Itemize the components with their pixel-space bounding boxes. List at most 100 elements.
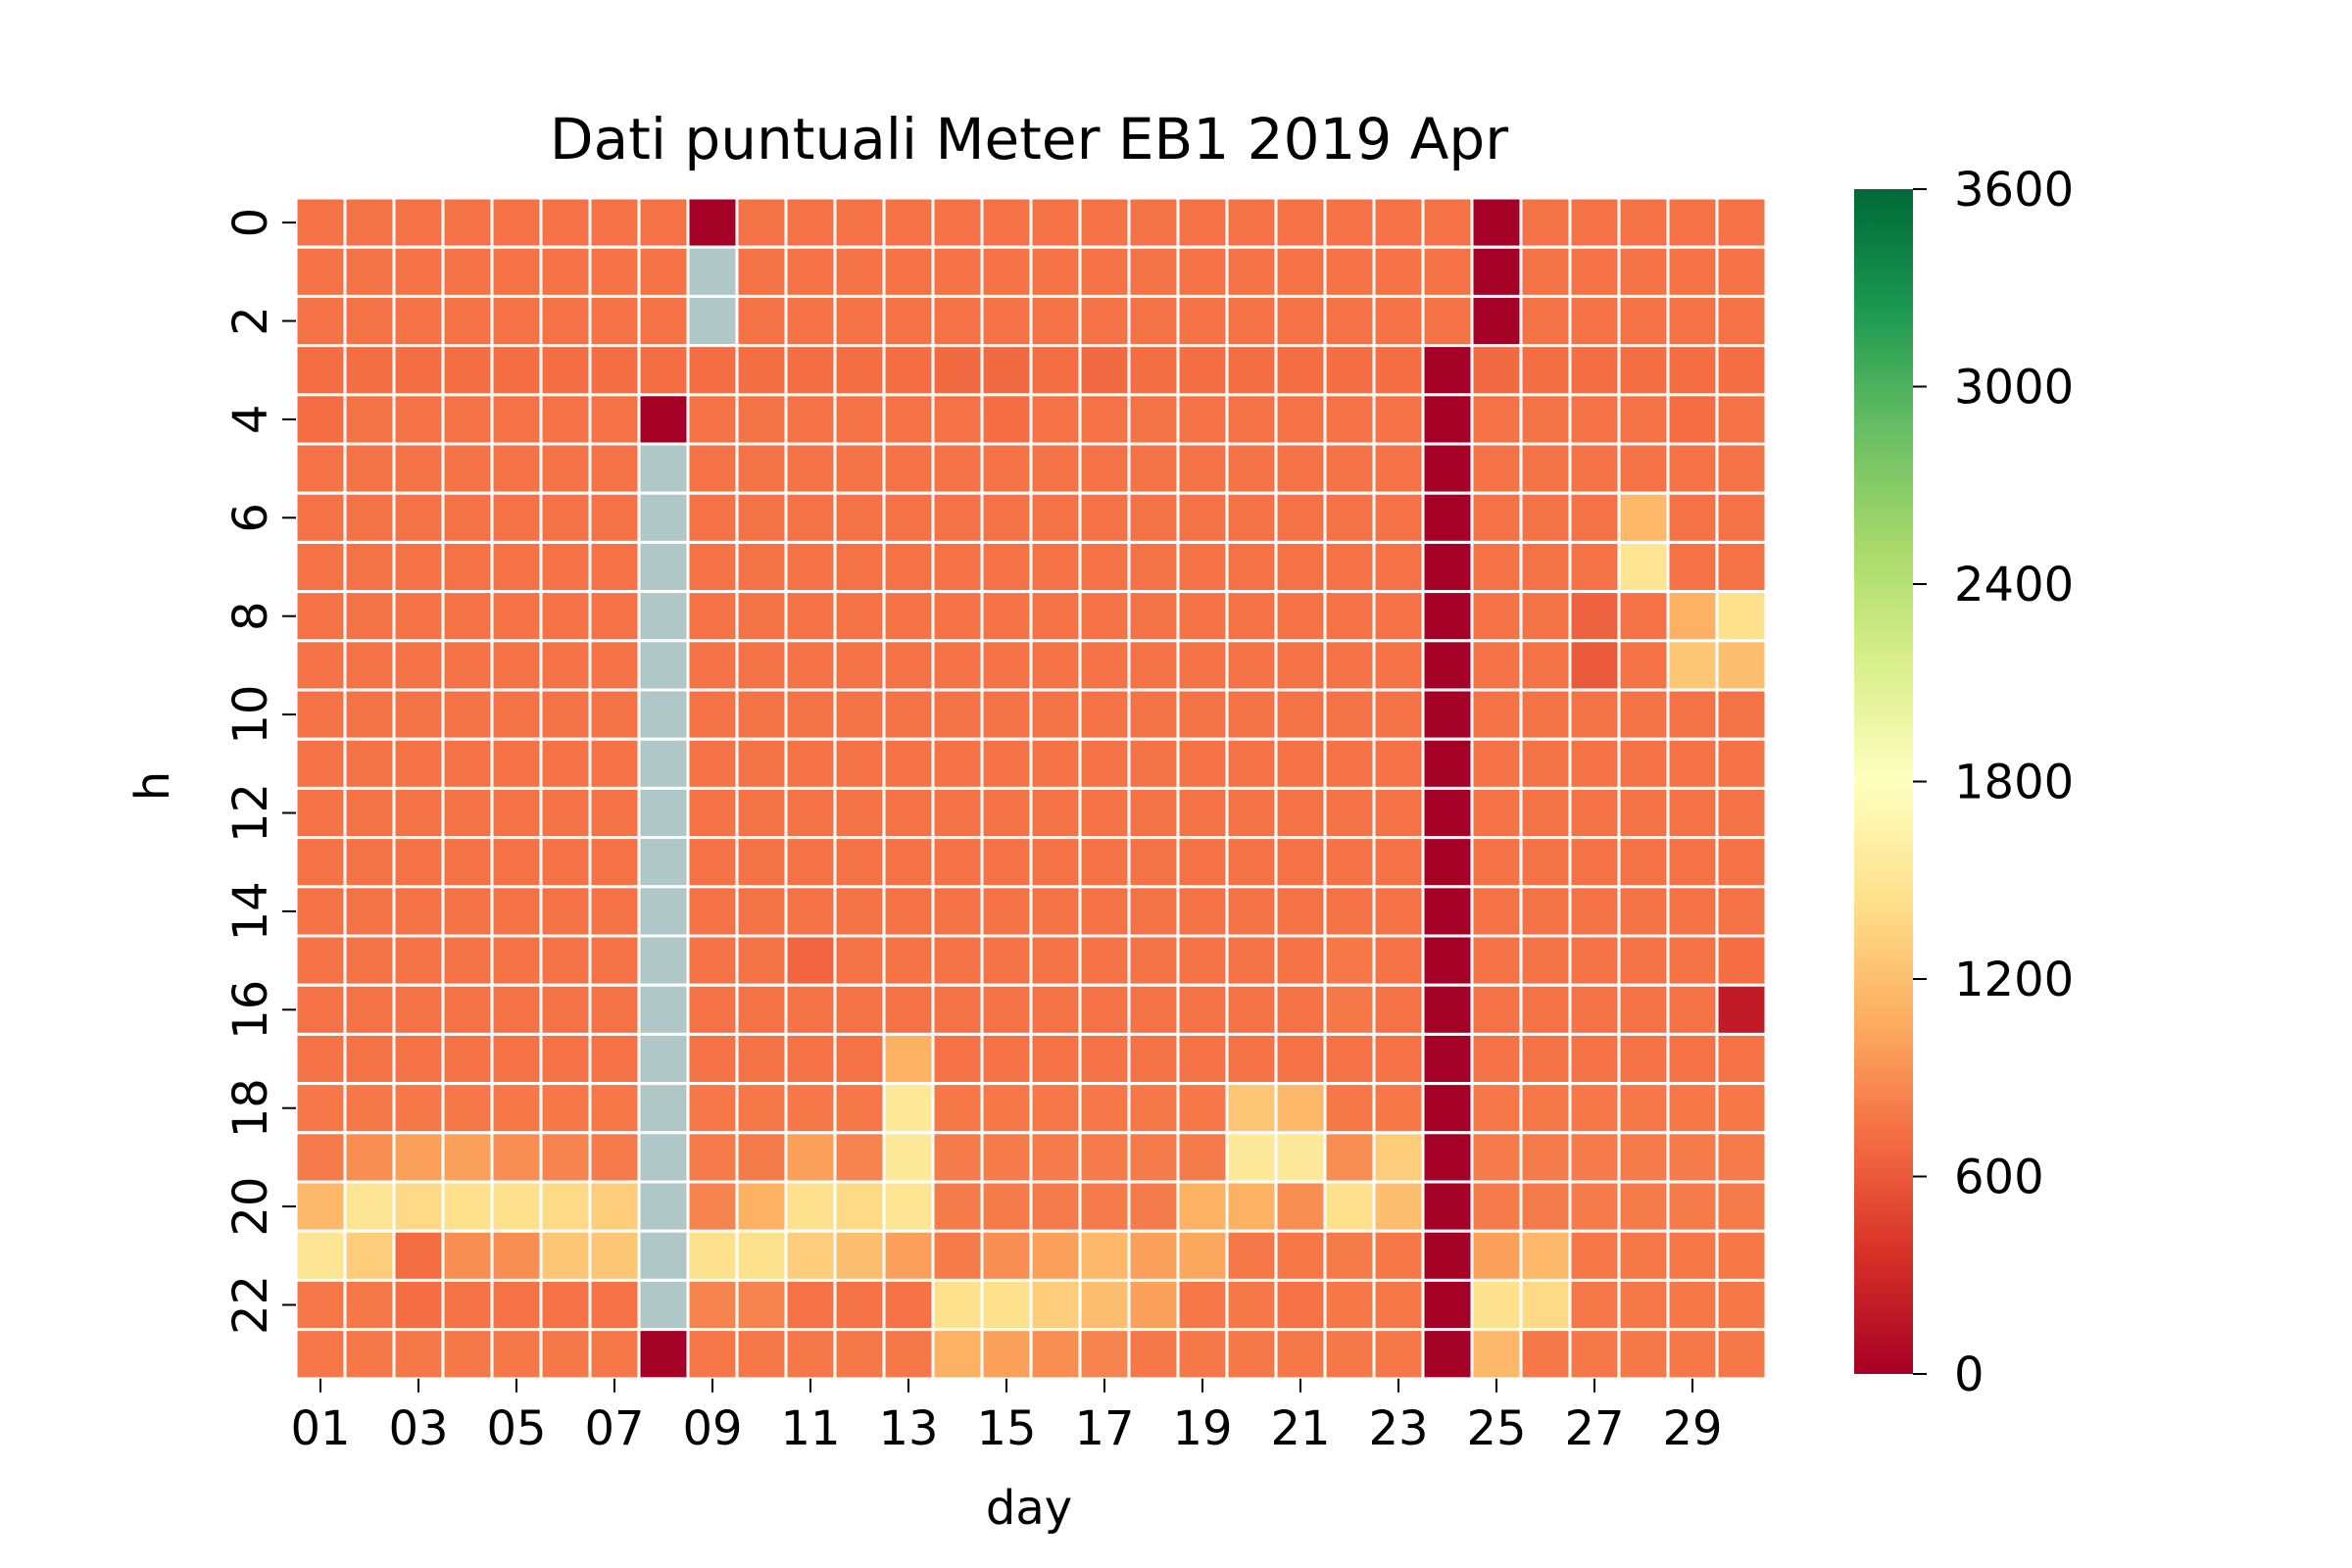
heatmap-cell-h17-d05 — [490, 1032, 543, 1086]
heatmap-cell-h18-d01 — [294, 1082, 347, 1135]
heatmap-cell-h21-d06 — [539, 1229, 592, 1282]
heatmap-cell-h21-d25 — [1470, 1229, 1523, 1282]
heatmap-cell-h17-d11 — [784, 1032, 837, 1086]
heatmap-cell-h3-d16 — [1029, 344, 1082, 397]
heatmap-cell-h4-d26 — [1519, 393, 1572, 446]
heatmap-cell-h5-d26 — [1519, 442, 1572, 495]
heatmap-cell-h5-d23 — [1372, 442, 1425, 495]
heatmap-cell-h19-d04 — [441, 1131, 494, 1184]
heatmap-cell-h5-d25 — [1470, 442, 1523, 495]
heatmap-cell-h6-d06 — [539, 491, 592, 544]
heatmap-cell-h21-d26 — [1519, 1229, 1572, 1282]
heatmap-cell-h19-d03 — [392, 1131, 445, 1184]
heatmap-cell-h22-d22 — [1323, 1278, 1376, 1332]
heatmap-cell-h7-d12 — [833, 540, 886, 594]
heatmap-cell-h15-d07 — [588, 934, 641, 987]
heatmap-cell-h3-d17 — [1078, 344, 1131, 397]
x-axis-title: day — [986, 1481, 1072, 1536]
heatmap-cell-h7-d08 — [637, 540, 690, 594]
heatmap-cell-h21-d19 — [1176, 1229, 1229, 1282]
heatmap-cell-h20-d29 — [1666, 1180, 1719, 1233]
heatmap-cell-h4-d20 — [1225, 393, 1278, 446]
heatmap-cell-h17-d26 — [1519, 1032, 1572, 1086]
heatmap-cell-h17-d25 — [1470, 1032, 1523, 1086]
heatmap-cell-h10-d14 — [931, 688, 984, 741]
heatmap-cell-h11-d08 — [637, 737, 690, 790]
heatmap-cell-h6-d11 — [784, 491, 837, 544]
heatmap-cell-h16-d19 — [1176, 983, 1229, 1036]
heatmap-cell-h15-d28 — [1617, 934, 1670, 987]
heatmap-cell-h9-d21 — [1274, 639, 1327, 692]
heatmap-cell-h23-d23 — [1372, 1328, 1425, 1381]
heatmap-cell-h20-d05 — [490, 1180, 543, 1233]
heatmap-cell-h8-d26 — [1519, 590, 1572, 643]
heatmap-cell-h1-d09 — [686, 245, 739, 298]
heatmap-cell-h5-d08 — [637, 442, 690, 495]
heatmap-cell-h19-d12 — [833, 1131, 886, 1184]
heatmap-cell-h9-d12 — [833, 639, 886, 692]
y-tick-label: 14 — [223, 881, 278, 941]
heatmap-cell-h9-d05 — [490, 639, 543, 692]
heatmap-cell-h10-d17 — [1078, 688, 1131, 741]
heatmap-cell-h12-d23 — [1372, 786, 1425, 840]
heatmap-cell-h3-d23 — [1372, 344, 1425, 397]
heatmap-cell-h8-d24 — [1421, 590, 1474, 643]
heatmap-cell-h21-d28 — [1617, 1229, 1670, 1282]
heatmap-cell-h17-d01 — [294, 1032, 347, 1086]
heatmap-cell-h1-d30 — [1715, 245, 1768, 298]
heatmap-cell-h2-d23 — [1372, 294, 1425, 348]
heatmap-cell-h18-d11 — [784, 1082, 837, 1135]
heatmap-cell-h13-d03 — [392, 836, 445, 889]
heatmap-cell-h1-d27 — [1568, 245, 1621, 298]
heatmap-cell-h21-d14 — [931, 1229, 984, 1282]
heatmap-cell-h2-d16 — [1029, 294, 1082, 348]
heatmap-cell-h15-d11 — [784, 934, 837, 987]
heatmap-cell-h22-d06 — [539, 1278, 592, 1332]
heatmap-cell-h13-d25 — [1470, 836, 1523, 889]
heatmap-cell-h10-d23 — [1372, 688, 1425, 741]
heatmap-cell-h10-d18 — [1127, 688, 1180, 741]
heatmap-cell-h0-d20 — [1225, 196, 1278, 249]
heatmap-cell-h14-d30 — [1715, 885, 1768, 938]
chart-title: Dati puntuali Meter EB1 2019 Apr — [550, 106, 1508, 172]
heatmap-cell-h1-d08 — [637, 245, 690, 298]
y-tick-label: 2 — [223, 306, 278, 336]
heatmap-cell-h20-d12 — [833, 1180, 886, 1233]
heatmap-cell-h14-d23 — [1372, 885, 1425, 938]
heatmap-cell-h10-d24 — [1421, 688, 1474, 741]
heatmap-cell-h0-d30 — [1715, 196, 1768, 249]
heatmap-cell-h9-d15 — [980, 639, 1033, 692]
heatmap-cell-h14-d21 — [1274, 885, 1327, 938]
heatmap-cell-h15-d25 — [1470, 934, 1523, 987]
heatmap-cell-h1-d15 — [980, 245, 1033, 298]
heatmap-cell-h18-d08 — [637, 1082, 690, 1135]
heatmap-cell-h16-d03 — [392, 983, 445, 1036]
heatmap-cell-h18-d07 — [588, 1082, 641, 1135]
heatmap-cell-h20-d19 — [1176, 1180, 1229, 1233]
heatmap-cell-h9-d30 — [1715, 639, 1768, 692]
heatmap-cell-h6-d12 — [833, 491, 886, 544]
heatmap-cell-h12-d20 — [1225, 786, 1278, 840]
heatmap-cell-h21-d21 — [1274, 1229, 1327, 1282]
heatmap-cell-h7-d24 — [1421, 540, 1474, 594]
heatmap-cell-h3-d13 — [882, 344, 935, 397]
heatmap-cell-h19-d25 — [1470, 1131, 1523, 1184]
heatmap-cell-h23-d20 — [1225, 1328, 1278, 1381]
heatmap-cell-h11-d01 — [294, 737, 347, 790]
heatmap-cell-h6-d13 — [882, 491, 935, 544]
heatmap-cell-h4-d28 — [1617, 393, 1670, 446]
heatmap-cell-h0-d19 — [1176, 196, 1229, 249]
heatmap-cell-h18-d25 — [1470, 1082, 1523, 1135]
heatmap-cell-h15-d20 — [1225, 934, 1278, 987]
x-tick-label: 29 — [1662, 1401, 1722, 1456]
heatmap-cell-h13-d08 — [637, 836, 690, 889]
heatmap-cell-h1-d14 — [931, 245, 984, 298]
heatmap-cell-h17-d24 — [1421, 1032, 1474, 1086]
heatmap-cell-h10-d26 — [1519, 688, 1572, 741]
heatmap-cell-h16-d16 — [1029, 983, 1082, 1036]
heatmap-cell-h23-d22 — [1323, 1328, 1376, 1381]
heatmap-cell-h18-d12 — [833, 1082, 886, 1135]
heatmap-cell-h19-d26 — [1519, 1131, 1572, 1184]
heatmap-cell-h12-d14 — [931, 786, 984, 840]
heatmap-cell-h22-d21 — [1274, 1278, 1327, 1332]
